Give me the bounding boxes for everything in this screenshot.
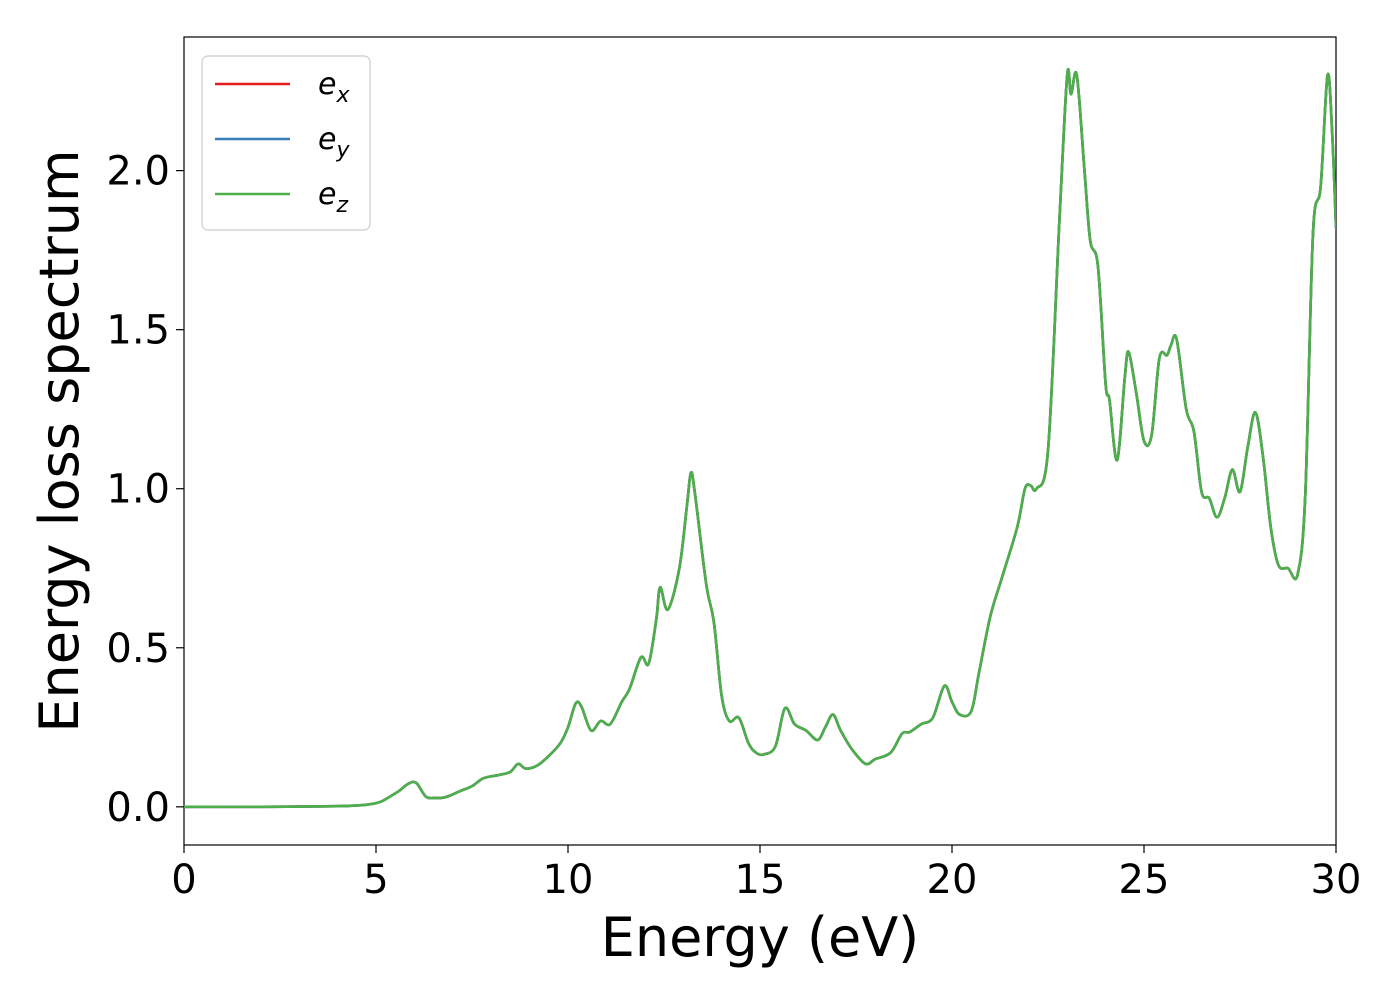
- legend-label-ex: ex: [318, 67, 350, 108]
- legend-frame: [201, 55, 371, 231]
- y-tick-label: 0.5: [106, 626, 170, 672]
- x-tick-label: 25: [1119, 857, 1170, 903]
- y-axis-ticks: 0.0 0.5 1.0 1.5 2.0: [106, 149, 184, 831]
- x-tick-label: 30: [1311, 857, 1362, 903]
- x-tick-label: 15: [735, 857, 786, 903]
- x-tick-label: 20: [927, 857, 978, 903]
- x-tick-label: 5: [363, 857, 388, 903]
- x-axis-ticks: 0 5 10 15 20 25 30: [171, 845, 1361, 903]
- y-tick-label: 1.0: [106, 467, 170, 513]
- series-lines: [184, 68, 1336, 809]
- x-axis-label: Energy (eV): [601, 906, 920, 969]
- y-tick-label: 2.0: [106, 149, 170, 195]
- legend-label-ey: ey: [318, 122, 350, 163]
- y-axis-label: Energy loss spectrum: [28, 149, 91, 732]
- legend: ex ey ez: [201, 55, 371, 231]
- series-line-ez: [184, 68, 1336, 809]
- x-tick-label: 0: [171, 857, 196, 903]
- x-tick-label: 10: [543, 857, 594, 903]
- legend-label-ez: ez: [318, 177, 348, 218]
- y-tick-label: 0.0: [106, 785, 170, 831]
- y-tick-label: 1.5: [106, 308, 170, 354]
